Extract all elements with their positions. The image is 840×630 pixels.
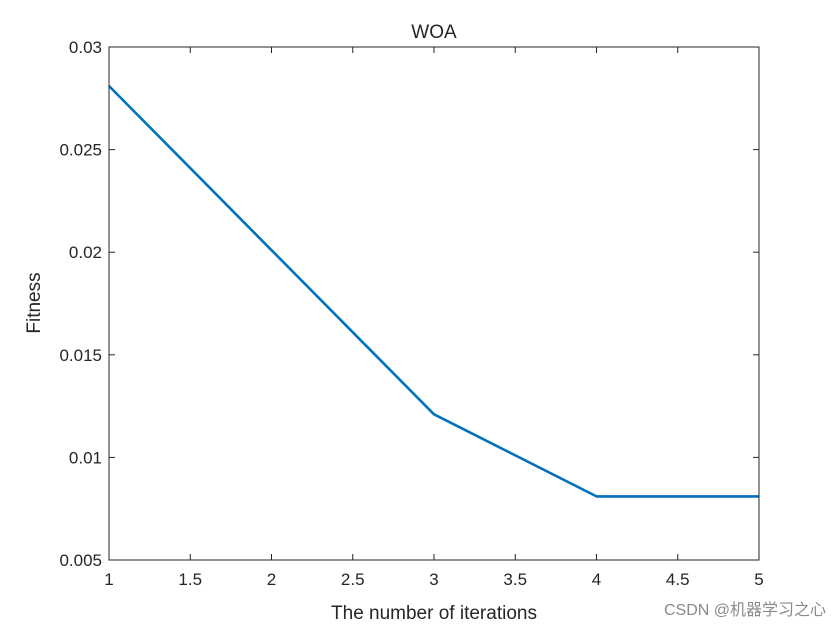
y-axis-label: Fitness bbox=[24, 272, 45, 333]
y-tick-label: 0.02 bbox=[69, 243, 102, 262]
x-tick-label: 1 bbox=[104, 570, 113, 589]
chart-title: WOA bbox=[411, 22, 457, 43]
x-tick-label: 4 bbox=[592, 570, 601, 589]
x-tick-label: 4.5 bbox=[666, 570, 690, 589]
y-axis-ticks: 0.005 0.01 0.015 0.02 0.025 0.03 bbox=[59, 38, 759, 570]
series-layer bbox=[108, 85, 759, 498]
x-tick-label: 5 bbox=[754, 570, 763, 589]
x-tick-label: 2.5 bbox=[341, 570, 365, 589]
x-tick-label: 1.5 bbox=[178, 570, 202, 589]
y-tick-label: 0.01 bbox=[69, 448, 102, 467]
x-axis-label: The number of iterations bbox=[331, 603, 537, 624]
y-tick-label: 0.005 bbox=[59, 551, 102, 570]
watermark: CSDN @机器学习之心 bbox=[663, 602, 826, 619]
series-line bbox=[108, 85, 759, 498]
axes-box bbox=[108, 46, 760, 561]
y-tick-label: 0.025 bbox=[59, 141, 102, 160]
x-tick-label: 3 bbox=[429, 570, 438, 589]
plot-area-background bbox=[109, 47, 759, 560]
y-tick-label: 0.015 bbox=[59, 346, 102, 365]
y-tick-label: 0.03 bbox=[69, 38, 102, 57]
x-tick-label: 2 bbox=[267, 570, 276, 589]
x-tick-label: 3.5 bbox=[503, 570, 527, 589]
